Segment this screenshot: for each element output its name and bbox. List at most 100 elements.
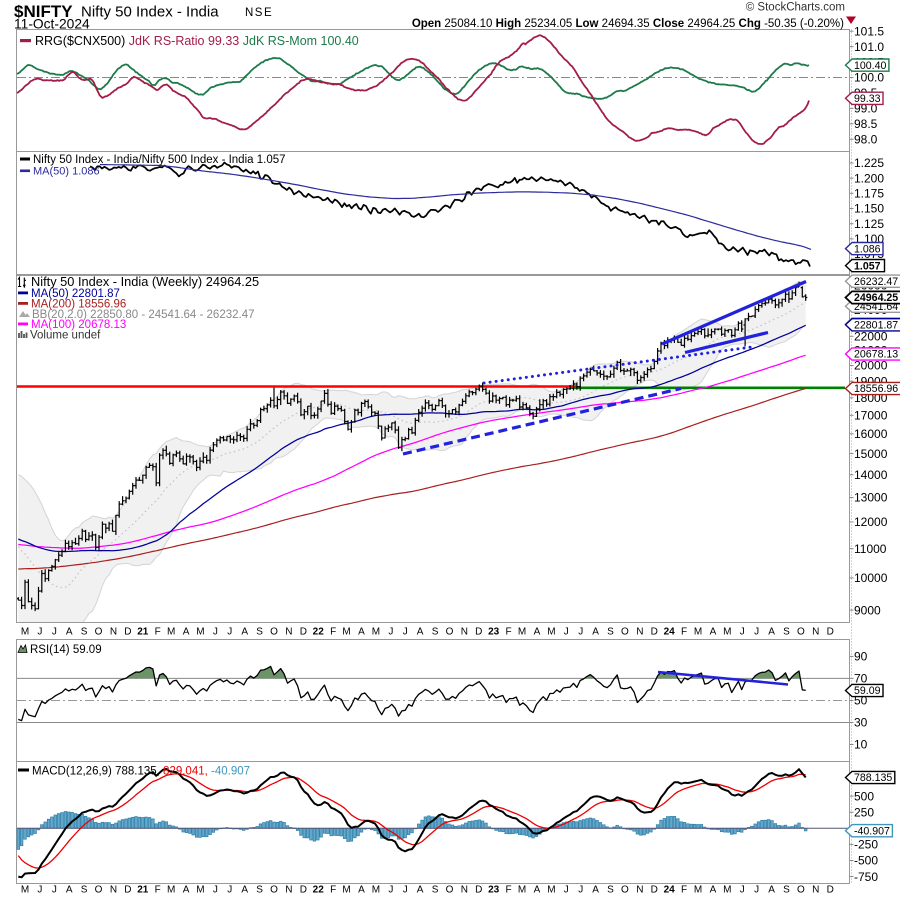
svg-text:S: S <box>783 885 790 896</box>
svg-text:9000: 9000 <box>854 603 881 617</box>
svg-text:N: N <box>110 627 117 638</box>
svg-text:Volume undef: Volume undef <box>30 330 101 342</box>
svg-text:F: F <box>330 627 336 638</box>
svg-text:A: A <box>768 885 775 896</box>
svg-text:F: F <box>681 885 687 896</box>
svg-text:$NIFTY: $NIFTY <box>14 2 73 21</box>
svg-text:F: F <box>506 885 512 896</box>
svg-text:D: D <box>651 627 658 638</box>
svg-text:90: 90 <box>854 650 868 664</box>
svg-text:10000: 10000 <box>854 571 888 585</box>
svg-text:N: N <box>285 627 292 638</box>
svg-text:D: D <box>651 885 658 896</box>
svg-text:A: A <box>417 627 424 638</box>
svg-text:RSI(14) 59.09: RSI(14) 59.09 <box>30 644 102 656</box>
svg-text:14000: 14000 <box>854 468 888 482</box>
svg-text:22: 22 <box>313 627 325 638</box>
svg-text:S: S <box>81 627 88 638</box>
svg-text:788.135: 788.135 <box>854 772 892 784</box>
svg-text:A: A <box>241 885 248 896</box>
svg-text:1.150: 1.150 <box>854 202 884 216</box>
svg-text:D: D <box>827 627 834 638</box>
svg-text:-500: -500 <box>854 854 878 868</box>
svg-text:F: F <box>506 627 512 638</box>
svg-text:M: M <box>694 627 702 638</box>
svg-text:J: J <box>388 627 393 638</box>
svg-text:M: M <box>167 627 175 638</box>
svg-text:M: M <box>547 885 555 896</box>
svg-text:100.40: 100.40 <box>854 60 887 72</box>
svg-text:O: O <box>270 627 278 638</box>
svg-text:-750: -750 <box>854 870 878 884</box>
svg-text:1.057: 1.057 <box>854 260 881 272</box>
svg-text:M: M <box>372 627 380 638</box>
svg-text:N: N <box>812 885 819 896</box>
svg-text:22: 22 <box>313 885 325 896</box>
svg-text:21: 21 <box>137 627 149 638</box>
svg-text:D: D <box>475 627 482 638</box>
svg-text:98.0: 98.0 <box>854 133 878 147</box>
svg-text:N: N <box>636 627 643 638</box>
svg-text:S: S <box>432 627 439 638</box>
svg-text:MA(50) 22801.87: MA(50) 22801.87 <box>31 288 120 300</box>
svg-text:D: D <box>827 885 834 896</box>
svg-text:-250: -250 <box>854 838 878 852</box>
svg-text:J: J <box>564 885 569 896</box>
svg-text:101.5: 101.5 <box>854 24 884 38</box>
svg-text:J: J <box>213 627 218 638</box>
svg-text:J: J <box>213 885 218 896</box>
svg-text:J: J <box>52 885 57 896</box>
svg-text:S: S <box>256 627 263 638</box>
svg-text:M: M <box>518 885 526 896</box>
svg-text:15000: 15000 <box>854 447 888 461</box>
svg-text:1.200: 1.200 <box>854 171 884 185</box>
svg-text:A: A <box>358 627 365 638</box>
svg-text:J: J <box>37 885 42 896</box>
svg-text:O: O <box>621 885 629 896</box>
svg-text:J: J <box>578 627 583 638</box>
svg-text:23: 23 <box>488 885 500 896</box>
svg-text:MACD(12,26,9) 788.135, 829.041: MACD(12,26,9) 788.135, 829.041, -40.907 <box>32 766 250 778</box>
svg-text:S: S <box>607 627 614 638</box>
svg-text:J: J <box>403 627 408 638</box>
svg-text:11000: 11000 <box>854 542 887 556</box>
svg-text:A: A <box>66 627 73 638</box>
svg-text:A: A <box>534 885 541 896</box>
svg-text:MA(200) 18556.96: MA(200) 18556.96 <box>31 299 126 311</box>
svg-text:F: F <box>155 885 161 896</box>
svg-text:59.09: 59.09 <box>854 685 881 697</box>
svg-text:24: 24 <box>664 627 676 638</box>
svg-text:O: O <box>95 627 103 638</box>
svg-text:MA(50) 1.086: MA(50) 1.086 <box>33 166 100 178</box>
svg-text:N: N <box>812 627 819 638</box>
svg-text:13000: 13000 <box>854 491 888 505</box>
svg-text:M: M <box>694 885 702 896</box>
svg-text:O: O <box>95 885 103 896</box>
svg-text:N: N <box>461 885 468 896</box>
svg-text:RRG($CNX500) JdK RS-Ratio 99.3: RRG($CNX500) JdK RS-Ratio 99.33 JdK RS-M… <box>35 34 359 48</box>
svg-text:Nifty 50 Index - India: Nifty 50 Index - India <box>81 4 219 21</box>
svg-text:N: N <box>285 885 292 896</box>
svg-text:O: O <box>621 627 629 638</box>
svg-text:22801.87: 22801.87 <box>854 320 898 332</box>
svg-text:M: M <box>342 627 350 638</box>
svg-text:A: A <box>241 627 248 638</box>
svg-text:A: A <box>358 885 365 896</box>
svg-text:M: M <box>518 627 526 638</box>
svg-text:A: A <box>183 885 190 896</box>
svg-text:F: F <box>330 885 336 896</box>
svg-text:1.175: 1.175 <box>854 187 884 201</box>
svg-text:A: A <box>710 627 717 638</box>
svg-text:A: A <box>592 627 599 638</box>
svg-text:26232.47: 26232.47 <box>854 276 898 288</box>
svg-text:M: M <box>723 627 731 638</box>
svg-text:F: F <box>681 627 687 638</box>
svg-text:O: O <box>446 885 454 896</box>
svg-text:M: M <box>167 885 175 896</box>
svg-text:24964.25: 24964.25 <box>854 292 898 304</box>
svg-text:11-Oct-2024: 11-Oct-2024 <box>14 17 90 32</box>
svg-text:S: S <box>607 885 614 896</box>
svg-text:N: N <box>461 627 468 638</box>
svg-text:Nifty 50 Index - India (Weekly: Nifty 50 Index - India (Weekly) 24964.25 <box>31 274 259 289</box>
svg-text:D: D <box>475 885 482 896</box>
